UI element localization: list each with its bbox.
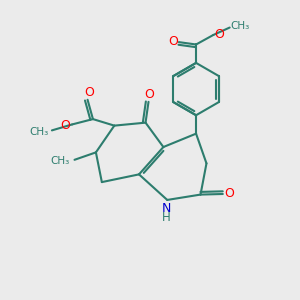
Text: O: O bbox=[214, 28, 224, 40]
Text: O: O bbox=[168, 35, 178, 48]
Text: O: O bbox=[60, 118, 70, 131]
Text: H: H bbox=[162, 211, 171, 224]
Text: CH₃: CH₃ bbox=[51, 156, 70, 166]
Text: O: O bbox=[145, 88, 154, 101]
Text: CH₃: CH₃ bbox=[230, 21, 249, 31]
Text: N: N bbox=[162, 202, 171, 215]
Text: O: O bbox=[84, 86, 94, 99]
Text: CH₃: CH₃ bbox=[29, 127, 49, 136]
Text: O: O bbox=[224, 187, 234, 200]
